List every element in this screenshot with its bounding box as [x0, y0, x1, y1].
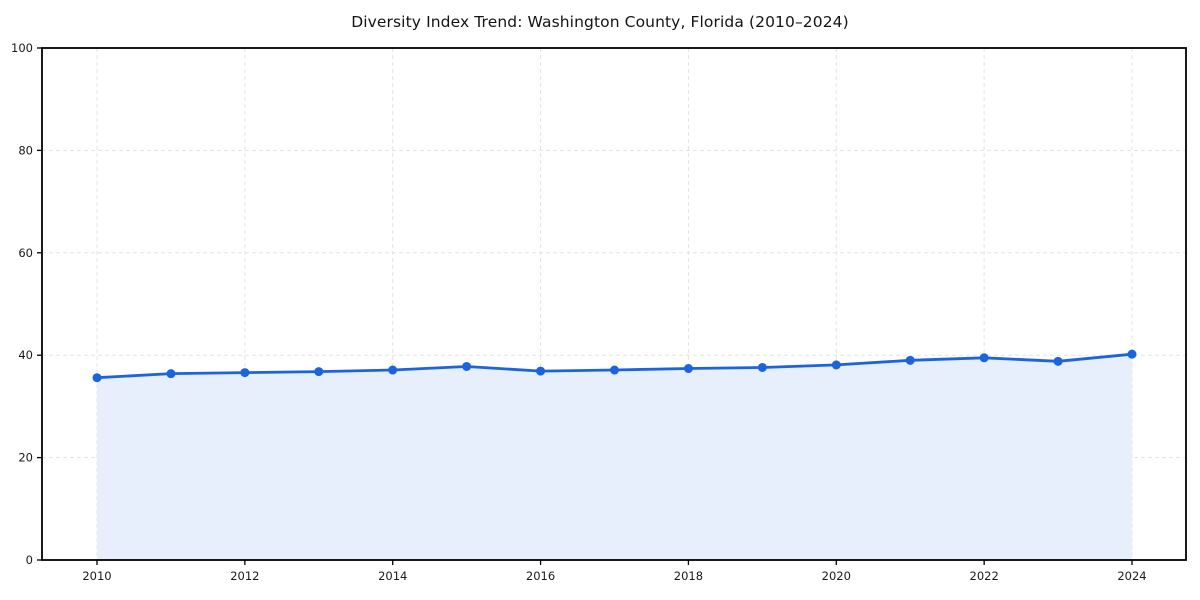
y-tick-label: 20	[18, 451, 33, 465]
area-fill	[97, 354, 1132, 560]
data-point	[831, 360, 841, 370]
x-tick-label: 2010	[82, 569, 111, 583]
x-tick-label: 2022	[970, 569, 999, 583]
data-point	[757, 362, 767, 372]
data-point	[92, 373, 102, 383]
x-tick-label: 2014	[378, 569, 407, 583]
plot-border	[41, 47, 1187, 561]
x-tick-label: 2024	[1117, 569, 1146, 583]
data-point	[1127, 349, 1137, 359]
data-point	[536, 366, 546, 376]
x-tick-label: 2020	[822, 569, 851, 583]
data-point	[388, 365, 398, 375]
data-point	[979, 353, 989, 363]
data-point	[462, 361, 472, 371]
data-point	[166, 369, 176, 379]
data-point	[314, 367, 324, 377]
x-tick-label: 2016	[526, 569, 555, 583]
data-point	[610, 365, 619, 375]
y-tick-label: 0	[26, 553, 33, 567]
y-tick-label: 60	[18, 246, 33, 260]
data-point	[240, 368, 250, 378]
y-tick-label: 80	[18, 143, 33, 157]
x-tick-label: 2018	[674, 569, 703, 583]
x-tick-label: 2012	[230, 569, 259, 583]
data-point	[683, 364, 693, 374]
data-point	[1053, 356, 1063, 366]
y-tick-label: 40	[18, 348, 33, 362]
y-tick-label: 100	[11, 41, 33, 55]
data-point	[905, 355, 915, 365]
chart-title: Diversity Index Trend: Washington County…	[351, 13, 849, 31]
